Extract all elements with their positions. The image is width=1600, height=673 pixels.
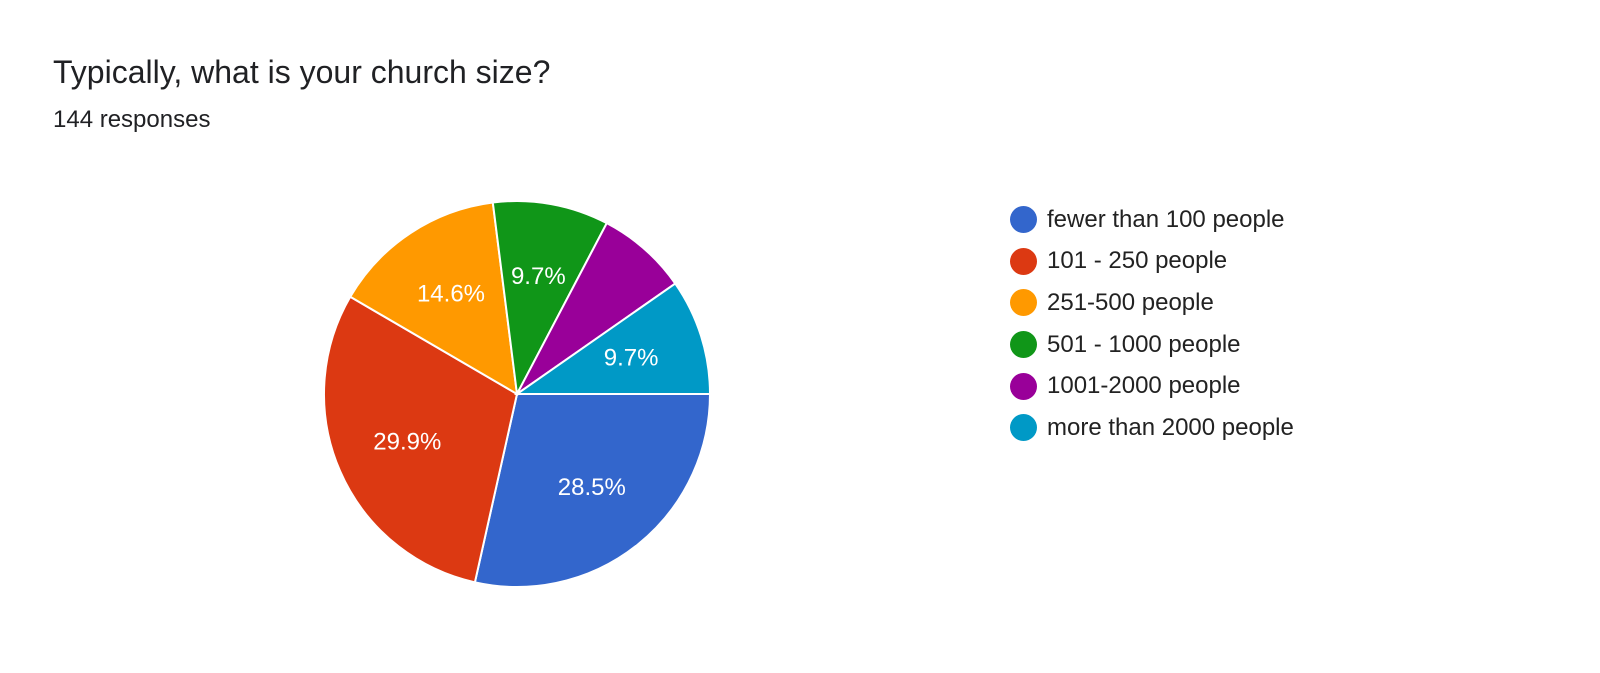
slice-label: 9.7% (604, 345, 659, 372)
legend-item[interactable]: 101 - 250 people (1010, 241, 1294, 283)
legend-color-dot-icon (1010, 289, 1037, 317)
legend-item[interactable]: fewer than 100 people (1010, 199, 1294, 241)
pie-slice[interactable] (491, 200, 609, 398)
legend-label: 251-500 people (1047, 288, 1214, 316)
legend-item[interactable]: 1001-2000 people (1010, 365, 1294, 407)
pie-slice[interactable] (323, 295, 519, 584)
pie-chart: 28.5% 29.9% 14.6% 9.7% 9.7% (323, 200, 712, 588)
chart-title: Typically, what is your church size? (53, 54, 551, 90)
slice-label: 29.9% (373, 428, 441, 455)
chart-legend: fewer than 100 people 101 - 250 people 251… (1010, 199, 1294, 449)
legend-color-dot-icon (1010, 247, 1037, 275)
legend-label: more than 2000 people (1047, 413, 1294, 441)
legend-color-dot-icon (1010, 414, 1037, 442)
legend-color-dot-icon (1010, 331, 1037, 359)
slice-label: 28.5% (558, 474, 626, 501)
legend-label: 101 - 250 people (1047, 247, 1228, 275)
legend-color-dot-icon (1010, 372, 1037, 400)
response-count: 144 responses (53, 106, 211, 133)
pie-slice[interactable] (513, 282, 712, 395)
legend-label: fewer than 100 people (1047, 205, 1285, 233)
legend-label: 1001-2000 people (1047, 372, 1241, 400)
slice-label: 9.7% (511, 263, 566, 290)
pie-slice[interactable] (348, 201, 519, 396)
legend-item[interactable]: 501 - 1000 people (1010, 324, 1294, 366)
slice-label: 14.6% (417, 281, 485, 308)
legend-item[interactable]: 251-500 people (1010, 282, 1294, 324)
legend-label: 501 - 1000 people (1047, 330, 1241, 358)
pie-slice[interactable] (473, 393, 712, 588)
legend-color-dot-icon (1010, 206, 1037, 234)
legend-item[interactable]: more than 2000 people (1010, 407, 1294, 449)
